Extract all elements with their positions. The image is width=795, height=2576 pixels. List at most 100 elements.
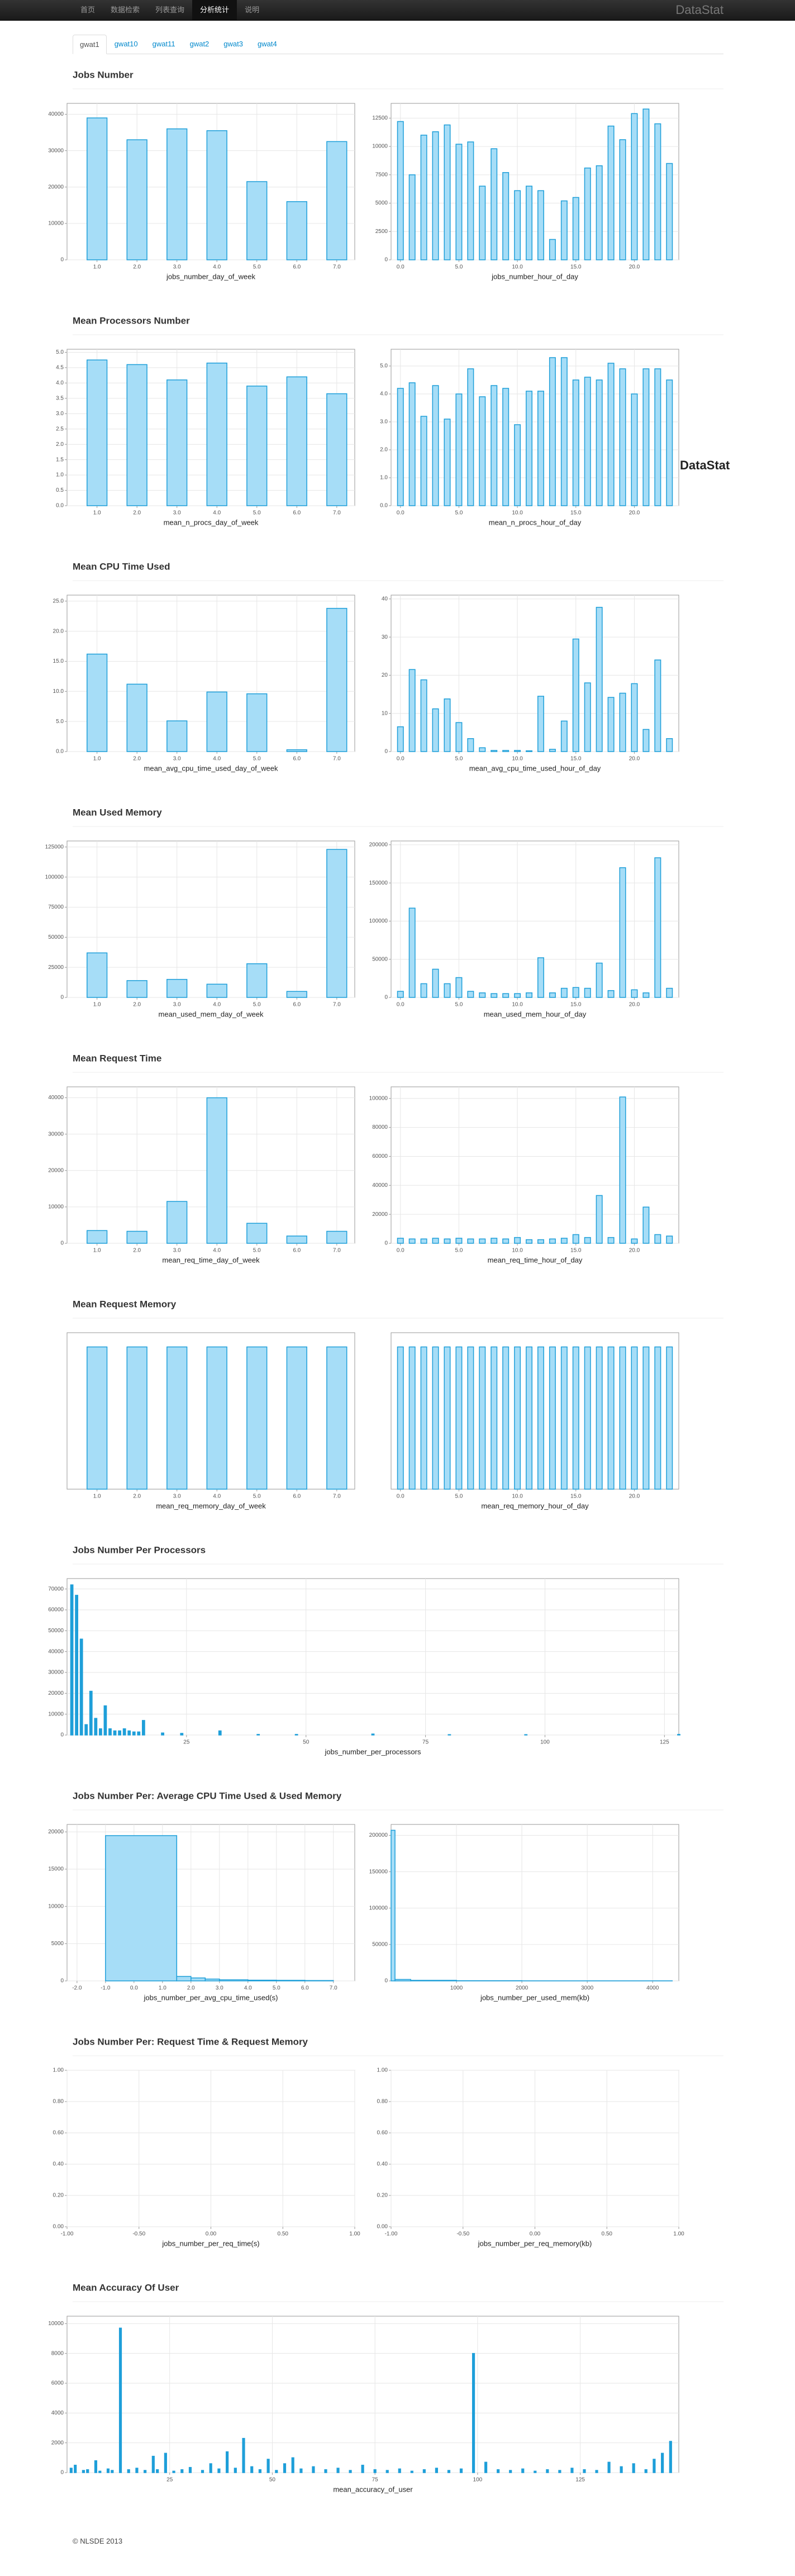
bar — [87, 1346, 108, 1490]
y-tick-label: 5000 — [51, 1941, 64, 1947]
bar — [549, 239, 556, 260]
bar — [447, 2470, 451, 2473]
bar — [132, 1731, 136, 1736]
bar — [246, 386, 268, 506]
bar — [286, 376, 307, 506]
bar — [560, 200, 568, 260]
x-tick-label: 7.0 — [333, 264, 341, 270]
y-tick-label: 10000 — [48, 1711, 64, 1717]
x-tick-label: 10.0 — [512, 1248, 523, 1254]
bar — [607, 990, 615, 998]
bar — [642, 729, 650, 752]
x-tick-label: 5.0 — [455, 510, 463, 516]
bar — [86, 2469, 89, 2473]
y-tick-label: 20 — [382, 672, 388, 678]
bar — [408, 174, 416, 260]
bar — [549, 749, 556, 752]
bar — [397, 991, 404, 998]
bar — [491, 385, 498, 506]
nav-item[interactable]: 分析统计 — [192, 0, 237, 20]
x-tick-label: 0.0 — [130, 1985, 138, 1992]
bar — [596, 165, 603, 260]
nav-item[interactable]: 数据检索 — [111, 6, 140, 14]
y-tick-label: 10 — [382, 710, 388, 716]
tab[interactable]: gwat3 — [223, 40, 243, 48]
bar — [521, 2468, 525, 2473]
bar — [408, 669, 416, 752]
x-axis-label: jobs_number_per_avg_cpu_time_used(s) — [144, 1993, 278, 2002]
bar — [666, 987, 673, 998]
nav-item[interactable]: 列表查询 — [155, 6, 185, 14]
x-tick-label: 0.0 — [397, 1494, 404, 1500]
y-tick-label: 0.00 — [53, 2224, 64, 2230]
x-tick-label: 5.0 — [273, 1985, 280, 1992]
x-tick-label: 5.0 — [455, 264, 463, 270]
bar — [595, 2470, 598, 2473]
bar — [467, 1346, 474, 1490]
tab[interactable]: gwat4 — [258, 40, 277, 48]
x-tick-label: 3.0 — [173, 756, 181, 762]
bar — [108, 1728, 112, 1736]
y-tick-label: 0 — [384, 1978, 388, 1984]
y-tick-label: 3.0 — [380, 419, 388, 425]
bar — [126, 980, 147, 998]
bar — [144, 2470, 147, 2473]
bar — [644, 2469, 648, 2473]
y-tick-label: 8000 — [51, 2350, 64, 2356]
bar — [226, 2451, 229, 2473]
x-tick-label: 6.0 — [293, 756, 301, 762]
histogram-bar — [247, 1979, 277, 1981]
bar — [560, 987, 568, 998]
y-tick-label: 5000 — [375, 200, 388, 206]
y-tick-label: 15000 — [48, 1866, 64, 1872]
y-tick-label: 40000 — [48, 1648, 64, 1655]
plot-area — [391, 1086, 679, 1244]
bar — [455, 393, 463, 506]
x-tick-label: 0.50 — [278, 2231, 289, 2237]
histogram-bar — [204, 1978, 220, 1981]
bar — [560, 720, 568, 752]
y-tick-label: 5.0 — [56, 719, 64, 725]
bar — [549, 357, 556, 506]
bar — [75, 1595, 78, 1736]
bar — [217, 2468, 221, 2473]
bar — [642, 108, 650, 260]
bar — [537, 957, 544, 998]
bar — [444, 1238, 451, 1244]
nav-item[interactable]: 说明 — [245, 6, 260, 14]
bar — [299, 2468, 303, 2473]
y-tick-label: 2.0 — [56, 441, 64, 448]
tab[interactable]: gwat1 — [73, 35, 107, 54]
y-tick-label: 10000 — [48, 1204, 64, 1210]
y-tick-label: 25000 — [48, 964, 64, 971]
bar — [373, 2469, 377, 2473]
bar — [206, 691, 227, 752]
bar — [479, 1238, 486, 1244]
bar — [286, 201, 307, 260]
bar — [620, 2466, 623, 2473]
tab[interactable]: gwat11 — [152, 40, 175, 48]
bar — [619, 692, 626, 752]
bar — [111, 2470, 114, 2473]
bar — [84, 1724, 88, 1736]
bar — [166, 379, 188, 506]
y-tick-label: 1.0 — [380, 475, 388, 481]
brand[interactable]: DataStat — [675, 3, 723, 17]
x-tick-label: 7.0 — [333, 510, 341, 516]
bar — [653, 2459, 656, 2473]
bar — [558, 2470, 561, 2473]
x-tick-label: 125 — [660, 1739, 669, 1746]
nav-item[interactable]: 首页 — [80, 6, 96, 14]
tab[interactable]: gwat10 — [114, 40, 138, 48]
bar — [514, 993, 521, 998]
tab[interactable]: gwat2 — [189, 40, 210, 48]
bar — [74, 2464, 77, 2473]
bar — [326, 393, 347, 506]
bar — [103, 1705, 107, 1736]
histogram-bar — [191, 1977, 206, 1981]
x-tick-label: 25 — [166, 2477, 173, 2483]
bar — [397, 1346, 404, 1490]
bar — [432, 708, 439, 752]
bar — [467, 991, 474, 998]
bar — [361, 2464, 364, 2473]
